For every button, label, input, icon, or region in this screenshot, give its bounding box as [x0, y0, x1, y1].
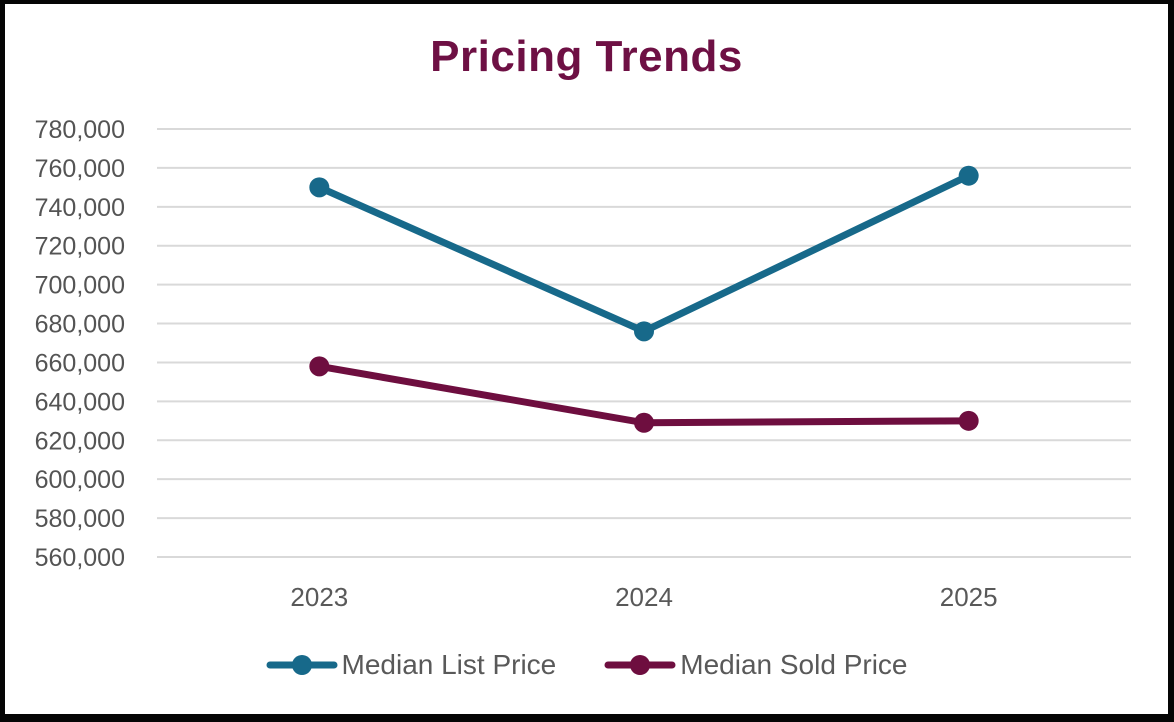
legend-label-median-sold-price: Median Sold Price: [680, 649, 908, 680]
y-tick-label: 560,000: [35, 544, 125, 572]
line-marker-icon: [604, 655, 676, 675]
data-point: [634, 412, 654, 433]
y-tick-label: 760,000: [35, 155, 125, 183]
y-tick-label: 600,000: [35, 466, 125, 494]
y-tick-label: 680,000: [35, 311, 125, 339]
data-point: [958, 165, 979, 186]
data-point: [634, 321, 654, 342]
x-tick-label: 2024: [615, 582, 673, 612]
y-tick-label: 580,000: [35, 505, 125, 533]
series-line: [315, 172, 973, 335]
y-tick-label: 640,000: [35, 388, 125, 416]
legend-label-median-list-price: Median List Price: [341, 649, 557, 680]
y-tick-label: 620,000: [35, 427, 125, 455]
y-tick-label: 700,000: [35, 272, 125, 300]
data-point: [309, 356, 330, 377]
data-point: [958, 410, 979, 431]
chart-title: Pricing Trends: [430, 32, 743, 81]
y-tick-label: 720,000: [35, 233, 125, 261]
legend-item-median-list-price: Median List Price: [266, 649, 557, 681]
y-tick-label: 660,000: [35, 349, 125, 377]
data-point: [309, 177, 330, 198]
line-plot-area: 780,000 760,000 740,000 720,000 700,000 680,0…: [35, 116, 1131, 612]
legend-item-median-sold-price: Median Sold Price: [604, 649, 908, 681]
line-marker-icon: [266, 655, 337, 675]
x-tick-label: 2023: [290, 582, 348, 612]
legend: Median List Price Median Sold Price: [5, 649, 1168, 681]
x-tick-label: 2025: [940, 582, 998, 612]
y-tick-label: 780,000: [35, 116, 125, 144]
y-tick-label: 740,000: [35, 194, 125, 222]
